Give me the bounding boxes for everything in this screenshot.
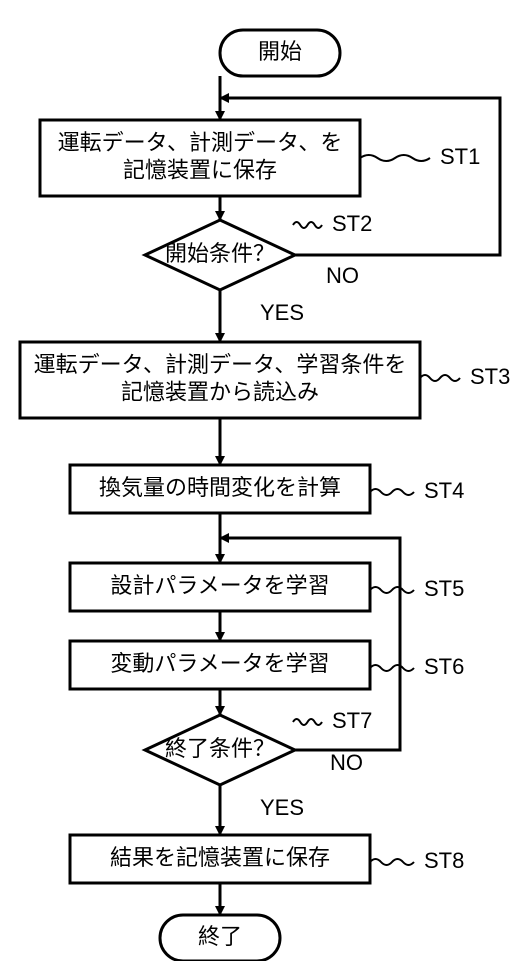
- label-connector-6: [293, 719, 322, 725]
- st7-text-0: 終了条件？: [165, 736, 275, 761]
- st1-step-label: ST1: [440, 144, 480, 169]
- st6-step-label: ST6: [424, 654, 464, 679]
- start-text-0: 開始: [258, 39, 302, 64]
- node-st4: 換気量の時間変化を計算 ST4: [70, 465, 464, 513]
- st5-text-0: 設計パラメータを学習: [110, 573, 329, 598]
- st6-text-0: 変動パラメータを学習: [110, 651, 329, 676]
- node-end: 終了: [160, 915, 280, 961]
- flowchart-svg: 開始運転データ、計測データ、を記憶装置に保存 ST1 開始条件？ ST2 YES NO 運転…: [0, 0, 528, 961]
- label-connector-5: [370, 665, 414, 671]
- st2-step-label: ST2: [332, 211, 372, 236]
- st3-text-0: 運転データ、計測データ、学習条件を: [34, 352, 407, 377]
- node-st2: 開始条件？ ST2 YES NO: [145, 211, 372, 325]
- label-connector-1: [293, 222, 322, 228]
- st1-text-1: 記憶装置に保存: [123, 158, 277, 183]
- label-connector-4: [370, 587, 414, 593]
- node-start: 開始: [220, 30, 340, 76]
- nodes-group: 開始運転データ、計測データ、を記憶装置に保存 ST1 開始条件？ ST2 YES NO 運転…: [20, 30, 510, 961]
- st2-yes-label: YES: [260, 300, 304, 325]
- st2-text-0: 開始条件？: [165, 241, 275, 266]
- st1-text-0: 運転データ、計測データ、を: [58, 130, 343, 155]
- node-st7: 終了条件？ ST7 YES NO: [145, 708, 372, 820]
- st7-no-label: NO: [330, 750, 363, 775]
- node-st6: 変動パラメータを学習 ST6: [70, 641, 464, 689]
- flowchart-container: 開始運転データ、計測データ、を記憶装置に保存 ST1 開始条件？ ST2 YES NO 運転…: [0, 0, 528, 966]
- label-connector-0: [360, 155, 430, 161]
- label-connector-2: [420, 375, 460, 381]
- st4-text-0: 換気量の時間変化を計算: [99, 475, 341, 500]
- label-connector-7: [370, 859, 414, 865]
- st2-no-label: NO: [326, 263, 359, 288]
- st4-step-label: ST4: [424, 478, 464, 503]
- st7-step-label: ST7: [332, 708, 372, 733]
- st3-step-label: ST3: [470, 364, 510, 389]
- node-st5: 設計パラメータを学習 ST5: [70, 563, 464, 611]
- st8-text-0: 結果を記憶装置に保存: [110, 845, 330, 870]
- end-text-0: 終了: [198, 924, 242, 949]
- st3-text-1: 記憶装置から読込み: [121, 380, 319, 405]
- st8-step-label: ST8: [424, 848, 464, 873]
- st5-step-label: ST5: [424, 576, 464, 601]
- st7-yes-label: YES: [260, 795, 304, 820]
- node-st8: 結果を記憶装置に保存 ST8: [70, 835, 464, 883]
- label-connector-3: [370, 489, 414, 495]
